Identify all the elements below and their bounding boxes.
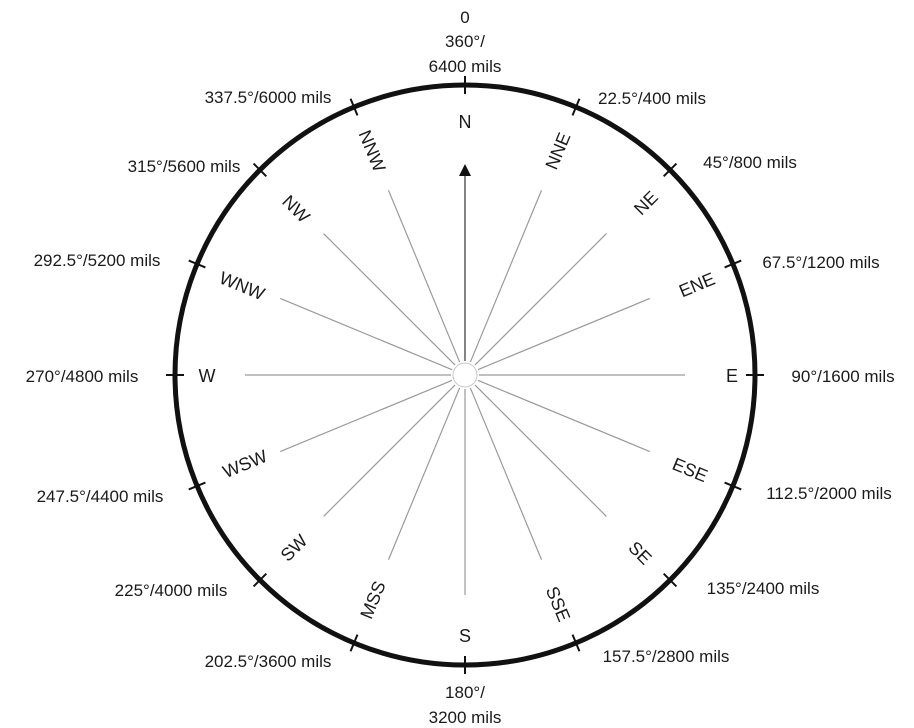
spoke-line	[279, 379, 453, 453]
north-arrow-head	[459, 164, 471, 176]
direction-label-ne: NE	[630, 187, 662, 219]
ring-tick-mark	[252, 572, 268, 588]
bearing-label-157-5: 157.5°/2800 mils	[603, 647, 730, 666]
top-label-line-1: 0	[460, 8, 469, 27]
spoke-line	[323, 384, 456, 517]
bottom-label-line-1: 180°/	[445, 683, 485, 702]
bearing-label-247-5: 247.5°/4400 mils	[37, 487, 164, 506]
spoke-line	[323, 233, 456, 366]
spoke-line	[387, 189, 461, 363]
ring-tick-mark	[349, 634, 359, 652]
direction-label-wsw: WSW	[220, 446, 270, 482]
bearing-label-45: 45°/800 mils	[703, 153, 797, 172]
spoke-line	[477, 379, 651, 453]
direction-label-ese: ESE	[670, 454, 711, 486]
ring-tick-mark	[571, 634, 581, 652]
spoke-line	[477, 297, 651, 371]
direction-label-nnw: NNW	[355, 127, 390, 174]
outer-bearing-labels: 22.5°/400 mils 45°/800 mils 67.5°/1200 m…	[26, 88, 895, 671]
top-label-line-3: 6400 mils	[429, 57, 502, 76]
ring-tick-mark	[724, 259, 742, 269]
direction-label-w: W	[199, 366, 216, 386]
bearing-label-337-5: 337.5°/6000 mils	[205, 88, 332, 107]
bearing-label-90: 90°/1600 mils	[791, 367, 894, 386]
direction-label-e: E	[726, 366, 738, 386]
ring-tick-mark	[662, 572, 678, 588]
direction-label-nne: NNE	[541, 130, 574, 173]
bottom-label-line-2: 3200 mils	[429, 708, 502, 727]
bearing-label-315: 315°/5600 mils	[128, 157, 241, 176]
bearing-label-292-5: 292.5°/5200 mils	[34, 251, 161, 270]
direction-label-sw: SW	[277, 531, 312, 566]
top-bearing-label: 0 360°/ 6400 mils	[429, 8, 502, 76]
ring-tick-mark	[662, 162, 678, 178]
bearing-label-67-5: 67.5°/1200 mils	[762, 253, 879, 272]
direction-label-sse: SSE	[542, 584, 574, 625]
direction-label-se: SE	[624, 537, 655, 568]
ring-tick-mark	[349, 98, 359, 116]
bearing-label-112-5: 112.5°/2000 mils	[766, 484, 892, 503]
top-label-line-2: 360°/	[445, 32, 485, 51]
tick-group	[166, 76, 764, 674]
direction-label-n: N	[459, 112, 472, 132]
spoke-line	[469, 189, 543, 363]
bearing-label-135: 135°/2400 mils	[707, 579, 820, 598]
bearing-label-270: 270°/4800 mils	[26, 367, 139, 386]
ring-tick-mark	[571, 98, 581, 116]
ring-tick-mark	[188, 481, 206, 491]
ring-tick-mark	[724, 481, 742, 491]
spoke-line	[469, 387, 543, 561]
spoke-line	[279, 297, 453, 371]
center-hub	[452, 362, 478, 388]
direction-label-mss: MSS	[356, 578, 389, 622]
direction-label-nw: NW	[278, 191, 313, 226]
spoke-line	[474, 384, 607, 517]
direction-label-s: S	[459, 626, 471, 646]
bearing-label-225: 225°/4000 mils	[115, 581, 228, 600]
spoke-line	[387, 387, 461, 561]
direction-label-wnw: WNW	[216, 268, 267, 304]
bottom-bearing-label: 180°/ 3200 mils	[429, 683, 502, 727]
bearing-label-22-5: 22.5°/400 mils	[598, 89, 706, 108]
bearing-label-202-5: 202.5°/3600 mils	[205, 652, 332, 671]
spoke-group	[245, 167, 685, 595]
ring-tick-mark	[188, 259, 206, 269]
spoke-line	[474, 233, 607, 366]
direction-label-ene: ENE	[676, 269, 718, 302]
ring-tick-mark	[252, 162, 268, 178]
